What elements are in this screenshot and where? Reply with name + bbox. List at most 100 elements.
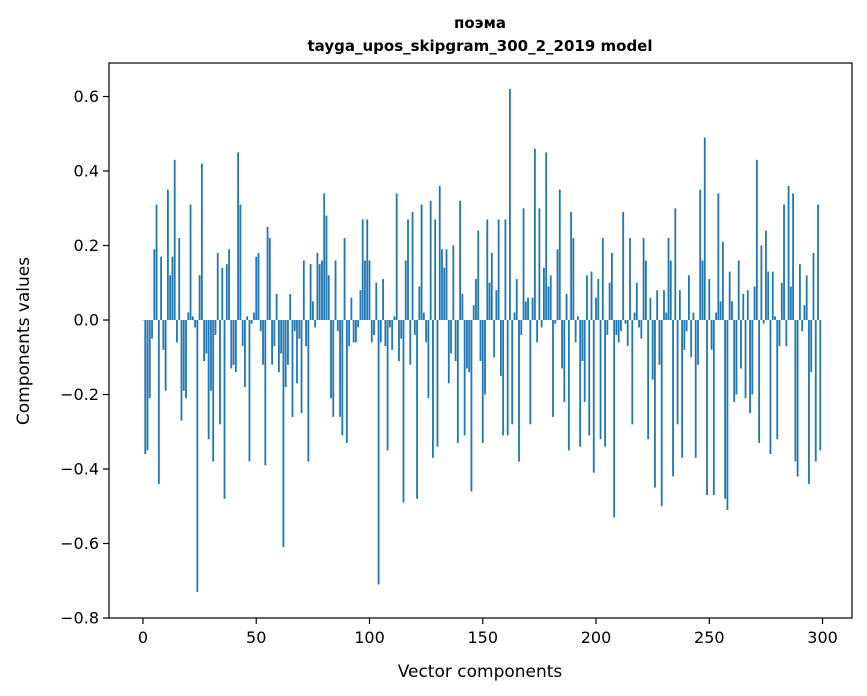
bar-component-122 bbox=[418, 286, 421, 321]
bar-component-278 bbox=[771, 271, 774, 321]
bar-component-208 bbox=[613, 320, 616, 518]
bar-component-48 bbox=[250, 320, 253, 324]
bar-component-19 bbox=[185, 320, 187, 399]
bar-component-204 bbox=[604, 320, 606, 447]
bar-component-15 bbox=[176, 320, 178, 343]
y-axis-label: Components values bbox=[14, 257, 34, 425]
bar-component-247 bbox=[701, 260, 704, 321]
bar-component-299 bbox=[819, 320, 822, 451]
bar-component-133 bbox=[443, 267, 446, 321]
bar-component-41 bbox=[234, 320, 237, 373]
bar-component-129 bbox=[434, 219, 437, 321]
bar-component-97 bbox=[361, 219, 364, 321]
bar-component-241 bbox=[688, 275, 690, 321]
bar-component-65 bbox=[289, 293, 292, 321]
bar-component-178 bbox=[545, 152, 548, 321]
bar-component-120 bbox=[413, 320, 416, 335]
bar-component-54 bbox=[264, 320, 267, 466]
bar-component-111 bbox=[393, 316, 396, 321]
bar-component-227 bbox=[656, 290, 659, 321]
bar-component-289 bbox=[796, 320, 799, 477]
x-tick-label: 100 bbox=[354, 628, 385, 647]
bar-component-119 bbox=[411, 211, 414, 321]
bar-component-281 bbox=[778, 320, 781, 347]
bar-component-197 bbox=[588, 320, 591, 436]
x-tick-label: 150 bbox=[467, 628, 498, 647]
bar-component-276 bbox=[767, 271, 770, 321]
bar-component-254 bbox=[717, 193, 720, 321]
bar-component-22 bbox=[191, 316, 194, 321]
bar-component-234 bbox=[672, 320, 674, 477]
bar-component-88 bbox=[341, 320, 344, 436]
bar-component-226 bbox=[654, 320, 656, 488]
bar-component-17 bbox=[180, 320, 183, 421]
bar-component-237 bbox=[678, 290, 681, 321]
bar-component-16 bbox=[178, 238, 181, 321]
bar-component-180 bbox=[549, 275, 552, 321]
bar-component-239 bbox=[683, 320, 686, 350]
bar-component-127 bbox=[429, 200, 432, 321]
bar-component-186 bbox=[563, 320, 566, 402]
bar-component-29 bbox=[207, 320, 210, 440]
bar-component-47 bbox=[248, 320, 251, 462]
bar-component-146 bbox=[472, 305, 475, 321]
bar-component-160 bbox=[504, 219, 507, 321]
bar-component-18 bbox=[182, 320, 185, 391]
bar-component-275 bbox=[765, 230, 767, 321]
bar-component-238 bbox=[681, 320, 684, 458]
bar-component-66 bbox=[291, 320, 294, 417]
bar-component-164 bbox=[513, 312, 516, 321]
bar-component-59 bbox=[275, 293, 278, 321]
bar-component-75 bbox=[311, 301, 314, 321]
bar-component-220 bbox=[640, 320, 643, 339]
bar-component-100 bbox=[368, 260, 371, 321]
y-tick-label: −0.2 bbox=[60, 385, 99, 404]
bar-component-103 bbox=[375, 282, 378, 321]
bar-component-271 bbox=[755, 159, 758, 321]
bar-component-117 bbox=[407, 219, 409, 321]
bar-component-93 bbox=[352, 320, 355, 343]
bar-component-153 bbox=[488, 282, 491, 321]
bar-component-56 bbox=[268, 238, 271, 321]
bar-component-46 bbox=[246, 316, 249, 321]
bar-component-252 bbox=[712, 320, 715, 496]
bar-component-39 bbox=[230, 320, 233, 369]
bar-component-192 bbox=[577, 316, 579, 321]
bar-component-99 bbox=[366, 219, 369, 321]
bar-component-152 bbox=[486, 219, 489, 321]
bar-component-86 bbox=[336, 320, 339, 332]
bar-component-137 bbox=[452, 245, 455, 321]
bar-component-87 bbox=[339, 320, 341, 417]
bar-component-249 bbox=[706, 320, 708, 496]
bar-component-216 bbox=[631, 320, 634, 425]
bar-component-213 bbox=[624, 320, 627, 324]
bar-component-43 bbox=[239, 204, 242, 321]
bar-component-90 bbox=[345, 320, 348, 443]
bar-component-34 bbox=[219, 320, 221, 425]
bar-component-123 bbox=[420, 204, 423, 321]
bar-component-209 bbox=[615, 320, 618, 335]
bar-component-149 bbox=[479, 320, 482, 361]
bar-component-168 bbox=[522, 208, 525, 321]
bar-component-159 bbox=[502, 320, 505, 436]
bar-component-218 bbox=[635, 282, 638, 321]
bar-component-124 bbox=[422, 312, 425, 321]
bar-component-25 bbox=[198, 275, 201, 321]
bar-component-70 bbox=[300, 320, 303, 414]
bar-component-260 bbox=[731, 301, 733, 321]
bar-component-82 bbox=[327, 275, 330, 321]
bar-component-69 bbox=[298, 320, 301, 339]
bar-component-107 bbox=[384, 320, 387, 347]
bar-component-94 bbox=[355, 320, 357, 343]
bar-component-147 bbox=[475, 279, 477, 321]
bar-component-118 bbox=[409, 320, 412, 365]
bar-component-288 bbox=[794, 320, 797, 462]
bar-component-35 bbox=[221, 267, 224, 321]
bar-component-248 bbox=[703, 137, 706, 321]
bar-component-261 bbox=[733, 320, 736, 402]
y-tick-label: 0.4 bbox=[74, 162, 99, 181]
bar-component-60 bbox=[277, 320, 280, 373]
bar-component-5 bbox=[153, 249, 156, 321]
bar-component-283 bbox=[783, 204, 785, 321]
